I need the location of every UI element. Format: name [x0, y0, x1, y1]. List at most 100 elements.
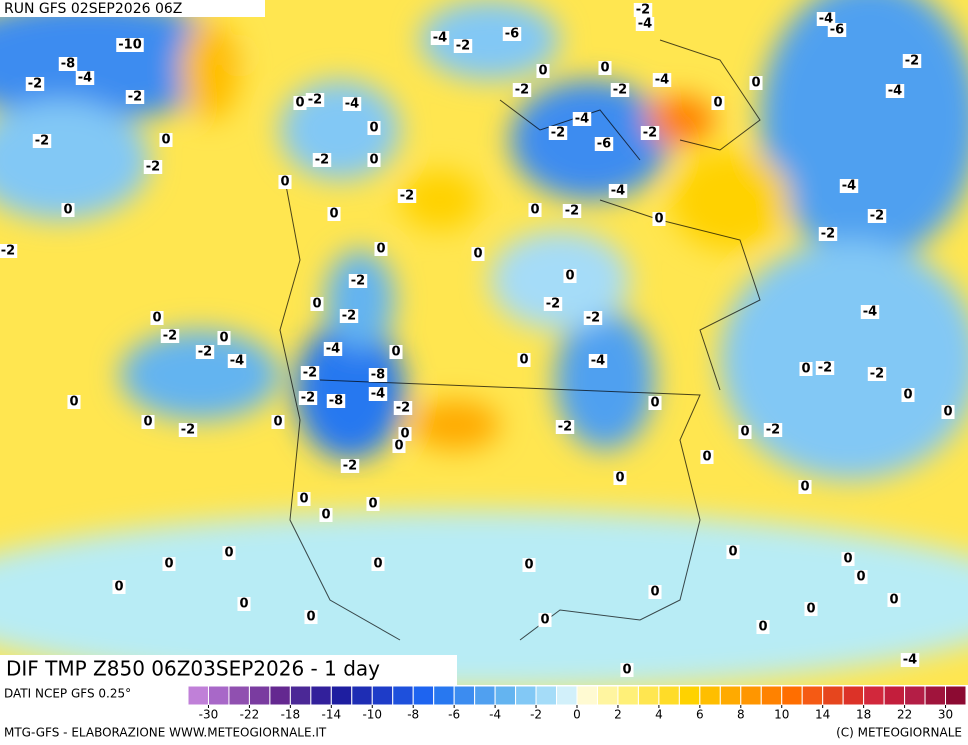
contour-label-bg [887, 593, 901, 607]
contour-label: 0 [63, 203, 72, 218]
contour-label-bg [608, 184, 628, 198]
contour-label-bg [512, 83, 532, 97]
contour-label: -4 [611, 184, 625, 199]
contour-label: 0 [329, 207, 338, 222]
contour-label-bg [885, 84, 905, 98]
contour-label: -2 [643, 126, 657, 141]
contour-label: 0 [530, 203, 539, 218]
contour-label: 0 [650, 585, 659, 600]
contour-label-bg [319, 508, 333, 522]
contour-label: -2 [35, 134, 49, 149]
contour-label-bg [522, 558, 536, 572]
contour-label: -4 [371, 387, 385, 402]
contour-label: -2 [558, 420, 572, 435]
color-box [760, 685, 783, 706]
contour-label: 0 [540, 613, 549, 628]
contour-label-bg [195, 345, 215, 359]
contour-label: 0 [524, 558, 533, 573]
contour-label: -2 [565, 204, 579, 219]
footer-right: (C) METEOGIORNALE [836, 726, 962, 740]
contour-label-bg [61, 203, 75, 217]
contour-label: 0 [400, 427, 409, 442]
color-box [371, 685, 394, 706]
contour-label: -6 [505, 27, 519, 42]
contour-label-bg [178, 423, 198, 437]
contour-label: -4 [326, 342, 340, 357]
color-box [515, 685, 537, 706]
contour-label-bg [900, 653, 920, 667]
contour-label: 0 [800, 480, 809, 495]
contour-label: 0 [394, 439, 403, 454]
contour-label: -4 [638, 17, 652, 32]
contour-label: -2 [301, 391, 315, 406]
contour-label: -4 [345, 97, 359, 112]
contour-label: 0 [600, 61, 609, 76]
footer-left: MTG-GFS - ELABORAZIONE WWW.METEOGIORNALE… [4, 726, 327, 740]
contour-label: 0 [312, 297, 321, 312]
contour-label-bg [841, 552, 855, 566]
contour-label: -4 [819, 12, 833, 27]
contour-label: 0 [143, 415, 152, 430]
contour-label: -4 [863, 305, 877, 320]
color-box [883, 685, 906, 706]
contour-label-bg [588, 354, 608, 368]
contour-label: -10 [118, 38, 142, 53]
contour-label: -2 [303, 366, 317, 381]
contour-label: 0 [239, 597, 248, 612]
contour-label-bg [0, 244, 18, 258]
contour-label: 0 [321, 508, 330, 523]
contour-label-bg [633, 3, 653, 17]
color-box [453, 685, 476, 706]
title-box [0, 655, 457, 685]
contour-label-bg [901, 388, 915, 402]
contour-label-bg [711, 96, 725, 110]
contour-label: 0 [622, 663, 631, 678]
contour-label-bg [471, 247, 485, 261]
contour-label: 0 [114, 580, 123, 595]
scale-label: -8 [407, 708, 419, 722]
contour-label-bg [217, 331, 231, 345]
contour-label-bg [763, 423, 783, 437]
color-box [412, 685, 435, 706]
contour-label: 0 [224, 546, 233, 561]
contour-label: 0 [843, 552, 852, 567]
contour-label: -2 [128, 90, 142, 105]
contour-label: -4 [78, 71, 92, 86]
contour-label: 0 [806, 602, 815, 617]
color-box [658, 685, 680, 706]
contour-label-bg [342, 97, 362, 111]
contour-label: -2 [586, 311, 600, 326]
contour-label: -2 [636, 3, 650, 18]
contour-label: -2 [146, 160, 160, 175]
contour-label-bg [738, 425, 752, 439]
contour-label: 0 [152, 311, 161, 326]
color-box [556, 685, 578, 706]
contour-label-bg [756, 620, 770, 634]
contour-label: -2 [821, 227, 835, 242]
contour-label-bg [112, 580, 126, 594]
color-box [822, 685, 844, 706]
contour-label: 0 [376, 242, 385, 257]
contour-label: -2 [198, 345, 212, 360]
contour-label-bg [517, 353, 531, 367]
contour-label: 0 [280, 175, 289, 190]
contour-label: 0 [650, 396, 659, 411]
contour-label: 0 [295, 96, 304, 111]
contour-label: 0 [615, 471, 624, 486]
contour-label-bg [798, 480, 812, 494]
contour-label: -2 [181, 423, 195, 438]
contour-label-bg [159, 133, 173, 147]
contour-label-bg [583, 311, 603, 325]
contour-label-bg [340, 459, 360, 473]
scale-label: -10 [362, 708, 382, 722]
color-box [637, 685, 660, 706]
contour-label: -2 [456, 39, 470, 54]
contour-label: 0 [943, 405, 952, 420]
contour-label-bg [297, 492, 311, 506]
contour-label-bg [635, 17, 655, 31]
contour-label: -2 [342, 309, 356, 324]
contour-label: -2 [905, 54, 919, 69]
contour-label-bg [700, 450, 714, 464]
contour-label: 0 [519, 353, 528, 368]
